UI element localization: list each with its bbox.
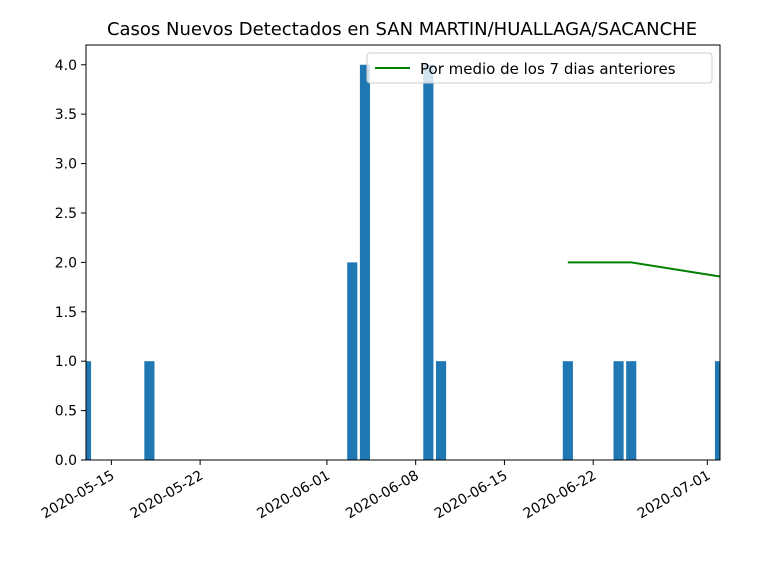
bar — [435, 361, 447, 460]
y-tick-label: 2.5 — [55, 206, 77, 222]
x-axis: 2020-05-15 2020-05-22 2020-06-01 2020-06-08… — [39, 460, 713, 522]
x-tick-label: 2020-06-15 — [432, 468, 510, 523]
y-tick-label: 0.5 — [55, 404, 77, 420]
y-tick-label: 3.5 — [55, 107, 77, 123]
average-line — [567, 261, 721, 278]
plot-area — [86, 64, 721, 460]
x-tick-label: 2020-06-08 — [343, 468, 421, 523]
y-tick-label: 2.0 — [55, 255, 77, 271]
y-tick-label: 3.0 — [55, 157, 77, 173]
y-tick-label: 4.0 — [55, 58, 77, 74]
legend: Por medio de los 7 dias anteriores — [366, 52, 713, 84]
bar — [86, 361, 92, 460]
bar — [562, 361, 573, 460]
y-tick-label: 1.0 — [55, 354, 77, 370]
bar — [714, 361, 720, 460]
bar — [359, 64, 371, 460]
bar — [347, 262, 358, 460]
chart-title: Casos Nuevos Detectados en SAN MARTIN/HU… — [107, 19, 697, 40]
x-tick-label: 2020-05-15 — [39, 468, 117, 523]
legend-label: Por medio de los 7 dias anteriores — [420, 60, 676, 78]
bar — [423, 64, 434, 460]
y-tick-label: 1.5 — [55, 305, 77, 321]
legend-box — [366, 52, 713, 84]
y-axis: 0.0 0.5 1.0 1.5 2.0 2.5 3.0 3.5 4.0 — [55, 58, 86, 469]
x-tick-label: 2020-05-22 — [128, 468, 206, 523]
x-tick-label: 2020-07-01 — [635, 468, 713, 523]
bar — [626, 361, 637, 460]
bar — [613, 361, 624, 460]
y-tick-label: 0.0 — [55, 453, 77, 469]
axes-frame — [85, 44, 721, 461]
bar — [144, 361, 155, 460]
x-tick-label: 2020-06-22 — [521, 468, 599, 523]
x-tick-label: 2020-06-01 — [254, 468, 332, 523]
